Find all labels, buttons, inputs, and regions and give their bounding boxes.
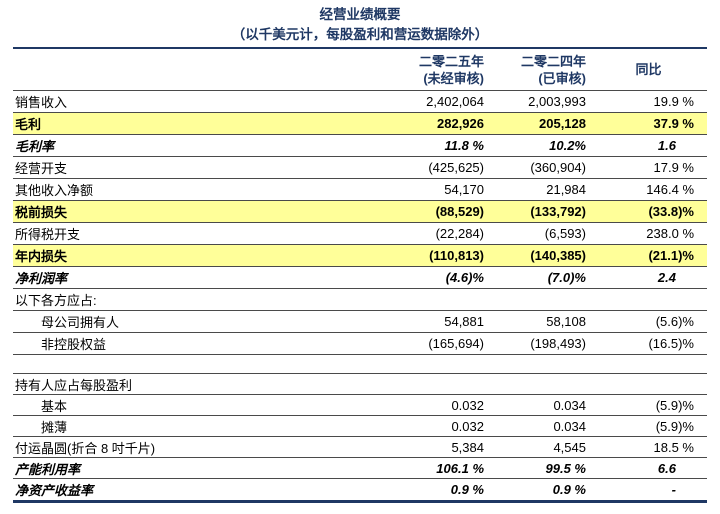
value-2024: 21,984 <box>546 182 586 197</box>
col-header-2024-note: (已审核) <box>538 70 586 86</box>
page-subtitle: （以千美元计，每股盈利和营运数据除外） <box>231 27 489 42</box>
row-label: 毛利率 <box>15 139 55 154</box>
value-2025: (110,813) <box>429 248 484 263</box>
row-label: 摊薄 <box>41 419 68 435</box>
table-row-eps-heading: 持有人应占每股盈利 <box>13 374 707 395</box>
value-2024: (6,593) <box>544 226 586 241</box>
table-row-attributable-to: 以下各方应占: <box>13 289 707 311</box>
value-yoy: (16.5)% <box>648 336 694 351</box>
table-row-income-tax-expense: 所得税开支 (22,284) (6,593) 238.0 % <box>13 223 707 245</box>
value-2024: 0.034 <box>553 397 586 413</box>
value-2025: 106.1 % <box>436 460 484 476</box>
value-yoy: 37.9 % <box>653 116 694 131</box>
value-yoy: (5.6)% <box>655 314 694 329</box>
value-2025: (22,284) <box>435 226 484 241</box>
row-label: 净资产收益率 <box>15 483 94 498</box>
row-label: 产能利用率 <box>15 461 81 477</box>
table-row-net-profit-margin: 净利润率 (4.6)% (7.0)% 2.4 <box>13 267 707 289</box>
row-label: 以下各方应占: <box>15 293 97 308</box>
col-header-2025-year: 二零二五年 <box>418 53 484 69</box>
table-row-gross-margin: 毛利率 11.8 % 10.2% 1.6 <box>13 135 707 157</box>
value-yoy: 6.6 <box>657 460 676 476</box>
value-yoy: 146.4 % <box>646 182 694 197</box>
row-label: 付运晶圆(折合 8 吋千片) <box>15 440 156 456</box>
value-yoy: 1.6 <box>657 138 676 153</box>
title-block: 经营业绩概要 （以千美元计，每股盈利和营运数据除外） <box>0 0 720 45</box>
row-label: 持有人应占每股盈利 <box>15 377 133 393</box>
value-2024: 2,003,993 <box>528 94 586 109</box>
table-row-spacer <box>13 355 707 374</box>
table-row-operating-expenses: 经营开支 (425,625) (360,904) 17.9 % <box>13 157 707 179</box>
value-2024: 4,545 <box>553 439 586 455</box>
value-2024: 99.5 % <box>545 460 586 476</box>
value-2024: 10.2% <box>549 138 586 153</box>
results-table: 二零二五年 (未经审核) 二零二四年 (已审核) 同比 销售收入 2,402,0… <box>13 47 707 503</box>
value-2024: (198,493) <box>530 336 586 351</box>
row-label: 其他收入净额 <box>15 183 94 198</box>
value-2025: 54,881 <box>444 314 484 329</box>
table-row-eps-diluted: 摊薄 0.032 0.034 (5.9)% <box>13 416 707 437</box>
value-yoy: 17.9 % <box>653 160 694 175</box>
value-yoy: 238.0 % <box>646 226 694 241</box>
row-label: 毛利 <box>15 117 42 132</box>
table-row-return-on-equity: 净资产收益率 0.9 % 0.9 % - <box>13 479 707 500</box>
table-row-eps-basic: 基本 0.032 0.034 (5.9)% <box>13 395 707 416</box>
value-yoy: (5.9)% <box>655 397 694 413</box>
value-2024: (133,792) <box>530 204 586 219</box>
col-header-2025-note: (未经审核) <box>423 70 484 86</box>
row-label: 非控股权益 <box>41 337 107 352</box>
table-row-parent-owners: 母公司拥有人 54,881 58,108 (5.6)% <box>13 311 707 333</box>
table-row-noncontrolling-interests: 非控股权益 (165,694) (198,493) (16.5)% <box>13 333 707 355</box>
value-2024: (360,904) <box>530 160 586 175</box>
value-yoy: - <box>671 482 676 497</box>
value-2024: (7.0)% <box>547 270 586 285</box>
value-2025: (165,694) <box>428 336 484 351</box>
table-row-loss-for-year: 年内损失 (110,813) (140,385) (21.1)% <box>13 245 707 267</box>
row-label: 销售收入 <box>15 95 68 110</box>
value-2024: 0.034 <box>553 418 586 434</box>
col-header-yoy: 同比 <box>635 62 662 77</box>
row-label: 净利润率 <box>15 271 68 286</box>
value-2025: (4.6)% <box>445 270 484 285</box>
value-yoy: 18.5 % <box>653 439 694 455</box>
row-label: 经营开支 <box>15 161 68 176</box>
value-2025: 0.032 <box>451 418 484 434</box>
row-label: 税前损失 <box>15 205 68 220</box>
row-label: 所得税开支 <box>15 227 81 242</box>
value-yoy: 2.4 <box>657 270 676 285</box>
value-2024: 58,108 <box>546 314 586 329</box>
value-yoy: (21.1)% <box>648 248 694 263</box>
value-2025: 5,384 <box>451 439 484 455</box>
table-row-capacity-utilization: 产能利用率 106.1 % 99.5 % 6.6 <box>13 458 707 479</box>
table-row-gross-profit: 毛利 282,926 205,128 37.9 % <box>13 113 707 135</box>
value-2024: 0.9 % <box>552 482 586 497</box>
table-row-sales-revenue: 销售收入 2,402,064 2,003,993 19.9 % <box>13 91 707 113</box>
table-row-pretax-loss: 税前损失 (88,529) (133,792) (33.8)% <box>13 201 707 223</box>
value-2025: 0.9 % <box>450 482 484 497</box>
value-2025: 2,402,064 <box>426 94 484 109</box>
table-header-row: 二零二五年 (未经审核) 二零二四年 (已审核) 同比 <box>13 49 707 91</box>
table-row-other-income-net: 其他收入净额 54,170 21,984 146.4 % <box>13 179 707 201</box>
col-header-2024-year: 二零二四年 <box>520 53 586 69</box>
value-2025: (88,529) <box>435 204 484 219</box>
row-label: 母公司拥有人 <box>41 315 120 330</box>
row-label: 基本 <box>41 398 68 414</box>
page-title: 经营业绩概要 <box>319 7 401 22</box>
row-label: 年内损失 <box>15 249 68 264</box>
value-yoy: (33.8)% <box>648 204 694 219</box>
value-yoy: (5.9)% <box>655 418 694 434</box>
value-2025: (425,625) <box>428 160 484 175</box>
table-bottom-rule <box>13 500 707 503</box>
col-header-2024: 二零二四年 (已审核) <box>488 53 590 87</box>
table-row-wafers-shipped: 付运晶圆(折合 8 吋千片) 5,384 4,545 18.5 % <box>13 437 707 458</box>
value-2024: (140,385) <box>530 248 586 263</box>
value-2024: 205,128 <box>539 116 586 131</box>
value-2025: 11.8 % <box>444 138 484 153</box>
value-2025: 54,170 <box>444 182 484 197</box>
col-header-2025: 二零二五年 (未经审核) <box>381 53 488 87</box>
value-2025: 282,926 <box>437 116 484 131</box>
value-yoy: 19.9 % <box>653 94 694 109</box>
value-2025: 0.032 <box>451 397 484 413</box>
